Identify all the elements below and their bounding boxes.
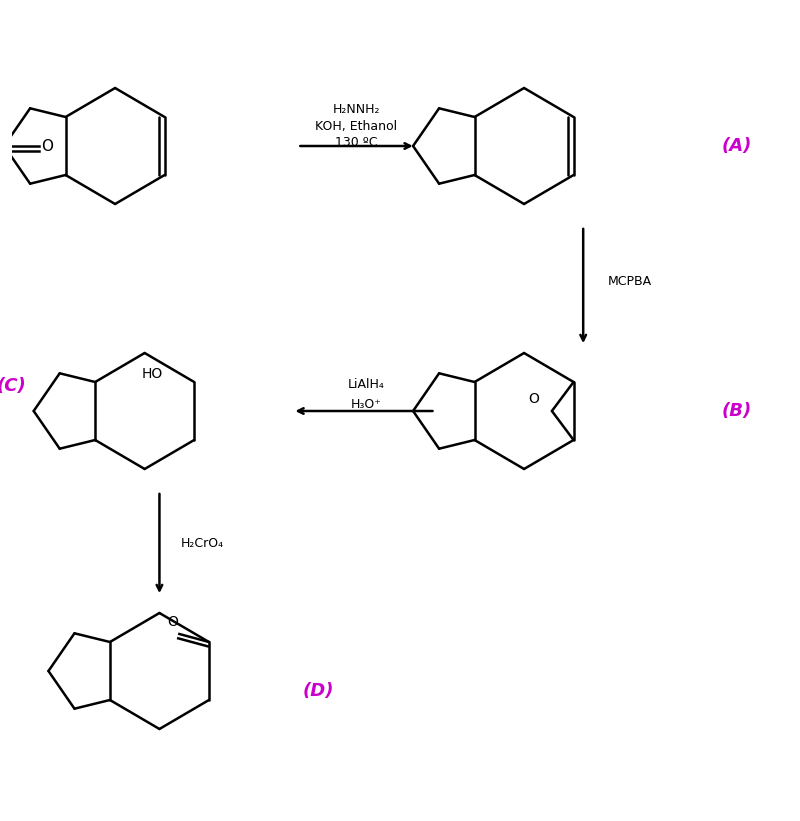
Text: (A): (A) (721, 137, 751, 155)
Text: H₃O⁺: H₃O⁺ (351, 398, 382, 411)
Text: O: O (167, 615, 178, 629)
Text: LiAlH₄: LiAlH₄ (348, 378, 385, 391)
Text: (C): (C) (0, 377, 26, 395)
Text: (D): (D) (302, 682, 334, 700)
Text: HO: HO (142, 367, 162, 381)
Text: KOH, Ethanol: KOH, Ethanol (315, 120, 398, 133)
Text: O: O (42, 139, 54, 154)
Text: 130 ºC: 130 ºC (335, 136, 378, 149)
Text: H₂CrO₄: H₂CrO₄ (181, 536, 224, 549)
Text: O: O (529, 392, 539, 406)
Text: MCPBA: MCPBA (608, 274, 652, 287)
Text: (B): (B) (721, 402, 751, 420)
Text: H₂NNH₂: H₂NNH₂ (333, 103, 380, 116)
